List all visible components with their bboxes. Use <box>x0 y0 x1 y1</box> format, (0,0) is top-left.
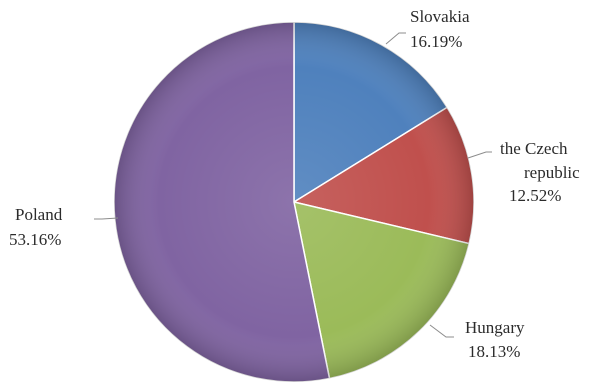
hungary-value: 18.13% <box>468 342 520 361</box>
hungary-label: Hungary <box>465 318 525 337</box>
czech-republic-value: 12.52% <box>509 186 561 205</box>
czech-republic-leader <box>467 151 492 159</box>
poland-label: Poland <box>15 205 63 224</box>
poland-value: 53.16% <box>9 230 61 249</box>
poland-leader <box>94 217 119 220</box>
czech-republic-label-line1: the Czech <box>500 139 568 158</box>
czech-republic-label-line2: republic <box>524 163 580 182</box>
hungary-leader <box>429 324 454 338</box>
slovakia-value: 16.19% <box>410 32 462 51</box>
slovakia-leader <box>385 32 406 45</box>
slovakia-label: Slovakia <box>410 7 470 26</box>
